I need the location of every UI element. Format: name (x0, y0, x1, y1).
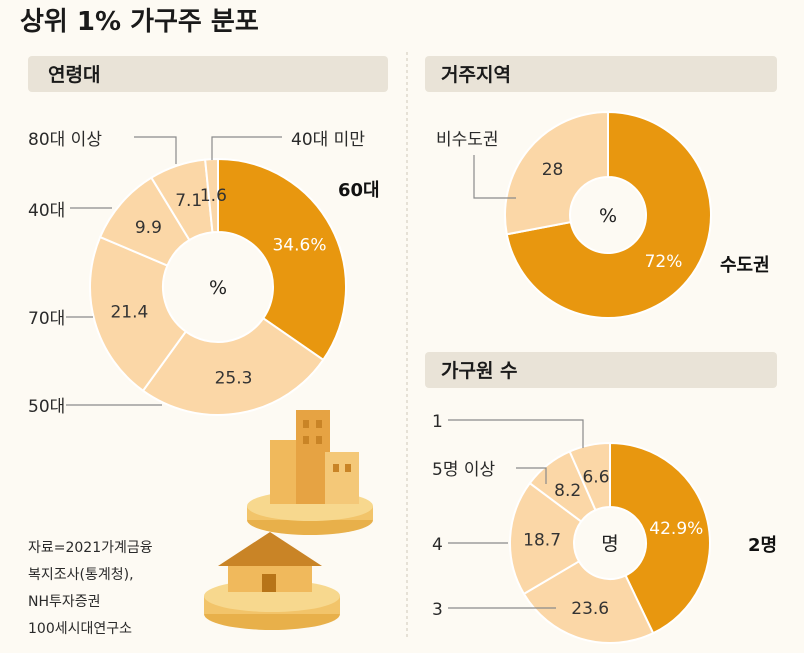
age-section-title: 연령대 (48, 64, 100, 86)
household-slice-0 (609, 441, 711, 635)
region-slice-1 (504, 110, 609, 236)
household-slice-2 (509, 481, 583, 596)
household-slice-1 (522, 559, 655, 644)
household-section-title: 가구원 수 (441, 360, 518, 382)
age-value-label-5: 1.6 (200, 186, 227, 206)
source-line-1: 자료=2021가계금융 (28, 540, 153, 556)
age-category-label-3: 40대 (28, 201, 65, 221)
region-slice-0 (505, 110, 712, 319)
household-category-label-1: 3 (432, 600, 443, 620)
household-leader-line-3 (516, 467, 547, 484)
window (303, 420, 309, 428)
window (316, 436, 322, 444)
source-line-2: 복지조사(통계청), (28, 567, 134, 583)
region-section-header (425, 56, 777, 92)
age-category-label-5: 40대 미만 (291, 130, 365, 150)
charts-layer: 34.6% 60대 25.3 50대 21.4 70대 9.9 40대 7.1 80대 이상 1.6… (28, 110, 777, 644)
household-category-label-0: 2명 (748, 535, 777, 556)
age-category-label-1: 50대 (28, 397, 65, 417)
household-value-label-1: 23.6 (571, 599, 609, 619)
window (316, 420, 322, 428)
household-value-label-2: 18.7 (523, 530, 561, 550)
building-right (325, 452, 359, 504)
region-donut-chart: 72% 수도권 28 비수도권% (436, 110, 770, 319)
main-title: 상위 1% 가구주 분포 (20, 7, 259, 37)
age-value-label-3: 9.9 (135, 218, 162, 238)
age-category-label-4: 80대 이상 (28, 130, 102, 150)
region-category-label-0: 수도권 (720, 255, 770, 276)
age-value-label-1: 25.3 (215, 369, 253, 389)
region-section-title: 거주지역 (441, 64, 511, 86)
household-value-label-3: 8.2 (554, 481, 581, 501)
age-donut-chart: 34.6% 60대 25.3 50대 21.4 70대 9.9 40대 7.1 80대 이상 1.6… (28, 130, 380, 417)
region-unit-label: % (599, 205, 617, 227)
source-note: 자료=2021가계금융 복지조사(통계청), NH투자증권 100세시대연구소 (28, 540, 153, 637)
age-unit-label: % (209, 277, 227, 299)
age-slice-1 (141, 316, 325, 416)
household-category-label-4: 1 (432, 412, 443, 432)
region-category-label-1: 비수도권 (436, 130, 499, 150)
source-line-4: 100세시대연구소 (28, 621, 132, 637)
source-line-3: NH투자증권 (28, 594, 101, 610)
house-door (262, 574, 276, 592)
region-leader-line-1 (473, 155, 516, 199)
household-value-label-4: 6.6 (582, 467, 609, 487)
age-slice-0 (217, 157, 347, 362)
household-value-label-0: 42.9% (649, 519, 703, 539)
buildings-illustration (204, 410, 373, 630)
household-category-label-2: 4 (432, 535, 443, 555)
age-section-header (28, 56, 388, 92)
building-tall (296, 410, 330, 504)
age-leader-line-4 (134, 136, 177, 164)
window (333, 464, 339, 472)
household-donut-chart: 42.9% 2명 23.6 3 18.7 4 8.2 5명 이상 6.6 1 명 (432, 412, 777, 644)
household-category-label-3: 5명 이상 (432, 460, 495, 480)
age-value-label-0: 34.6% (272, 235, 326, 255)
household-slice-4 (568, 441, 611, 512)
age-value-label-4: 7.1 (175, 191, 202, 211)
age-category-label-0: 60대 (338, 180, 380, 201)
window (345, 464, 351, 472)
age-slice-5 (204, 157, 219, 234)
age-leader-line-5 (211, 136, 282, 160)
age-category-label-2: 70대 (28, 309, 65, 329)
age-slice-2 (89, 235, 188, 393)
region-value-label-1: 28 (542, 160, 564, 180)
household-section-header (425, 352, 777, 388)
household-leader-line-4 (448, 419, 584, 448)
region-value-label-0: 72% (645, 252, 683, 272)
age-value-label-2: 21.4 (110, 303, 148, 323)
window (303, 436, 309, 444)
household-unit-label: 명 (601, 533, 618, 555)
house-roof (218, 532, 322, 566)
